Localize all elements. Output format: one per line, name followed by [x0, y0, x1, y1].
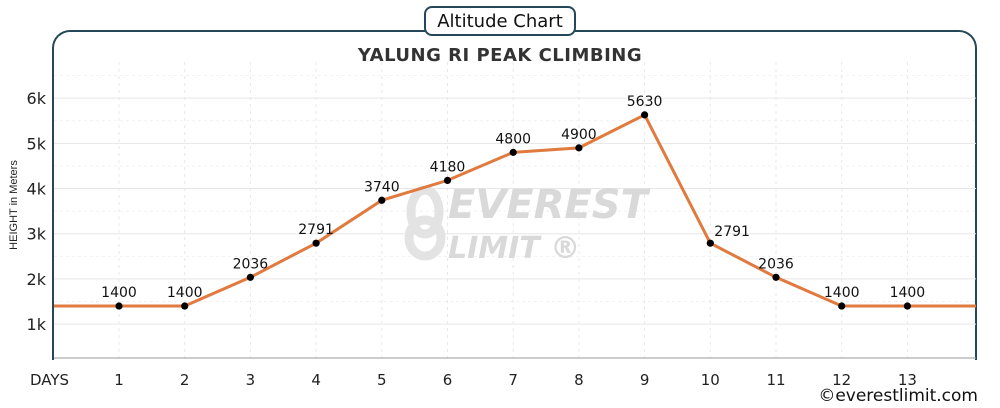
x-tick-label-10: 11 — [766, 371, 785, 389]
chart-badge-title: Altitude Chart — [424, 6, 576, 36]
y-tick-label-3: 4k — [27, 180, 47, 199]
data-label-2: 2036 — [233, 256, 269, 272]
grid-lines — [54, 62, 976, 359]
x-axis-label: DAYS — [30, 371, 69, 389]
data-point-1 — [181, 302, 189, 310]
x-tick-label-12: 13 — [898, 371, 917, 389]
data-point-9 — [706, 239, 714, 247]
data-label-6: 4800 — [495, 131, 531, 147]
y-tick-label-2: 3k — [27, 225, 47, 244]
x-tick-label-2: 3 — [246, 371, 256, 389]
data-label-4: 3740 — [364, 179, 400, 195]
data-label-5: 4180 — [430, 159, 466, 175]
data-point-0 — [115, 302, 123, 310]
chart-title: YALUNG RI PEAK CLIMBING — [357, 45, 643, 66]
data-label-3: 2791 — [298, 222, 334, 238]
y-axis-ticks: 1k 2k 3k 4k 5k 6k — [27, 89, 47, 334]
data-label-7: 4900 — [561, 127, 597, 143]
x-tick-label-8: 9 — [640, 371, 650, 389]
data-point-5 — [443, 176, 452, 184]
data-label-11: 1400 — [824, 285, 860, 301]
credit-text: ©everestlimit.com — [818, 386, 978, 406]
data-label-8: 5630 — [627, 94, 663, 110]
x-tick-label-11: 12 — [832, 371, 851, 389]
data-points — [115, 111, 912, 310]
x-tick-label-0: 1 — [114, 371, 124, 389]
watermark-line1: EVEREST — [448, 182, 651, 228]
data-label-1: 1400 — [167, 285, 203, 301]
y-tick-label-1: 2k — [27, 270, 47, 289]
data-label-10: 2036 — [758, 256, 794, 272]
data-point-8 — [641, 111, 649, 119]
data-point-7 — [575, 144, 583, 152]
x-tick-label-7: 8 — [574, 371, 584, 389]
watermark-line2: LIMIT ® — [448, 231, 580, 266]
y-tick-label-0: 1k — [27, 315, 47, 334]
data-point-6 — [509, 148, 517, 156]
data-point-4 — [378, 196, 386, 204]
x-tick-label-1: 2 — [180, 371, 190, 389]
data-point-2 — [246, 273, 254, 281]
data-label-9: 2791 — [714, 224, 750, 240]
x-tick-label-4: 5 — [377, 371, 387, 389]
data-point-3 — [312, 239, 320, 247]
x-tick-label-3: 4 — [311, 371, 321, 389]
x-tick-label-6: 7 — [508, 371, 518, 389]
x-axis-ticks: DAYS 1 2 3 4 5 6 7 8 9 10 11 12 13 — [30, 371, 917, 389]
watermark-logo: EVEREST LIMIT ® — [404, 182, 651, 266]
y-tick-label-5: 6k — [27, 89, 47, 108]
watermark-icon — [404, 185, 446, 261]
data-point-11 — [838, 302, 846, 310]
y-tick-label-4: 5k — [27, 134, 47, 153]
data-label-12: 1400 — [890, 285, 926, 301]
data-labels: 1400 1400 2036 2791 3740 4180 4800 4900 5630 2791… — [101, 94, 925, 301]
x-tick-label-5: 6 — [443, 371, 453, 389]
data-point-12 — [903, 302, 912, 310]
data-point-10 — [772, 273, 780, 281]
x-tick-label-9: 10 — [701, 371, 720, 389]
data-label-0: 1400 — [101, 285, 137, 301]
